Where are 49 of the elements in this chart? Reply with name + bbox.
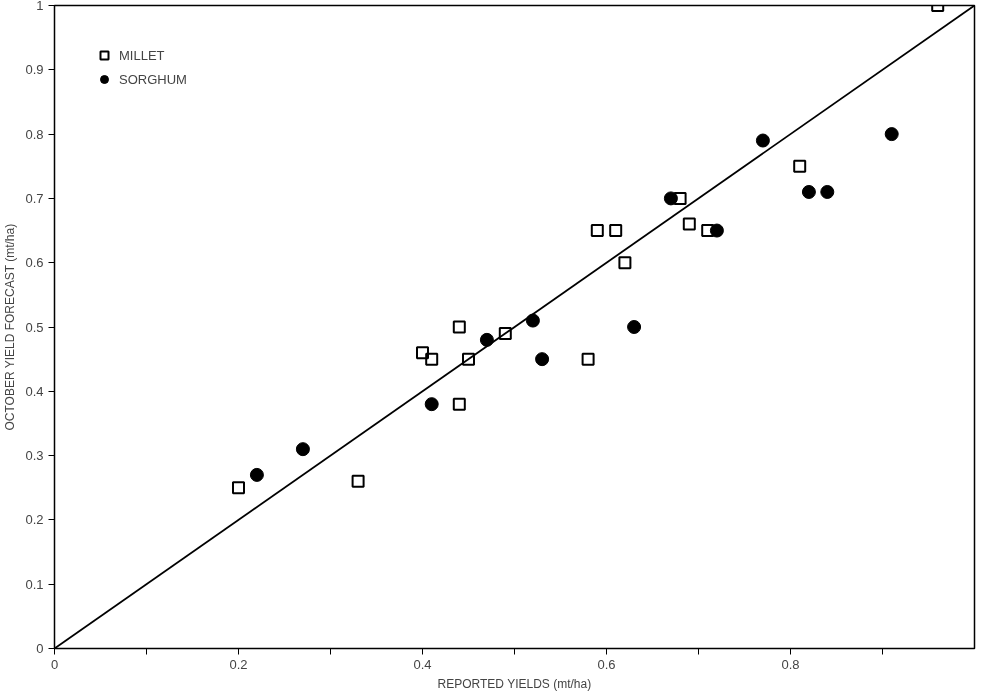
point [452, 397, 466, 411]
y-tick-label: 0.1 [25, 576, 44, 592]
y-tick-label: 0.7 [25, 190, 44, 206]
y-axis-title: OCTOBER YIELD FORECAST (mt/ha) [3, 223, 18, 431]
point [351, 474, 365, 488]
point [793, 159, 807, 173]
point [801, 184, 816, 199]
point [673, 191, 687, 205]
point [479, 332, 494, 347]
point [755, 133, 770, 148]
x-tick-label: 0 [50, 656, 59, 672]
x-tick-label: 0.6 [597, 656, 616, 672]
y-tick-label: 1 [36, 0, 44, 13]
point [820, 184, 835, 199]
point [884, 127, 899, 142]
point [618, 256, 632, 270]
point [581, 352, 595, 366]
y-tick-label: 0.6 [25, 255, 44, 271]
point [425, 352, 439, 366]
point [609, 224, 623, 238]
point [590, 224, 604, 238]
y-tick-label: 0 [36, 641, 44, 656]
y-tick-label: 0.5 [25, 319, 44, 335]
x-tick-label: 0.4 [413, 656, 432, 672]
point [701, 224, 715, 238]
x-axis-title: REPORTED YIELDS (mt/ha) [437, 676, 592, 691]
point [295, 442, 310, 457]
point [525, 313, 540, 328]
point [709, 223, 724, 238]
x-tick-label: 0.8 [781, 656, 800, 672]
y-tick-label: 0.4 [25, 383, 44, 399]
point [498, 326, 512, 340]
point [682, 217, 696, 231]
point [663, 191, 678, 206]
point [535, 352, 550, 367]
y-tick-label: 0.3 [25, 448, 44, 464]
point [424, 397, 439, 412]
y-tick-label: 0.2 [25, 512, 44, 528]
legend-label: MILLET [119, 47, 165, 63]
point [249, 467, 264, 482]
point [462, 352, 475, 366]
point [452, 320, 466, 334]
point [232, 481, 245, 495]
point [416, 346, 429, 360]
y-tick-label: 0.9 [25, 62, 44, 78]
x-tick-label: 0.2 [229, 656, 248, 672]
point [627, 320, 642, 334]
legend-label: SORGHUM [119, 71, 187, 87]
y-tick-label: 0.8 [25, 126, 44, 142]
